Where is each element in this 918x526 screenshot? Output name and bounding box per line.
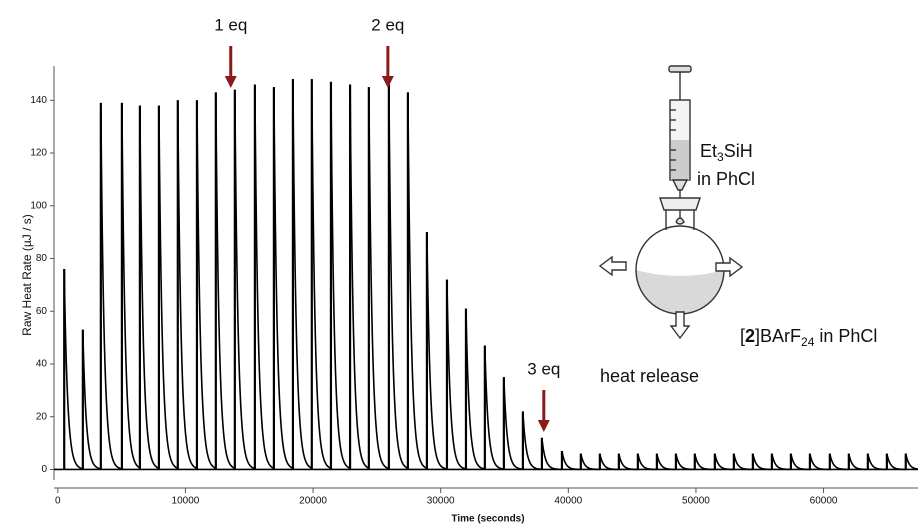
annotation-arrowhead bbox=[381, 76, 394, 88]
decay-tail bbox=[904, 453, 918, 470]
decay-tail bbox=[733, 453, 753, 471]
decay-tail bbox=[100, 102, 122, 470]
decay-tail bbox=[599, 453, 619, 471]
decay-tail bbox=[407, 92, 428, 469]
decay-tail bbox=[63, 269, 83, 470]
decay-tail bbox=[158, 105, 179, 469]
decay-tail bbox=[234, 89, 255, 470]
decay-tail bbox=[618, 453, 638, 471]
decay-tail bbox=[426, 232, 447, 470]
annotation: 3 eq bbox=[527, 359, 560, 378]
y-tick-label: 40 bbox=[36, 359, 48, 370]
y-tick-label: 20 bbox=[36, 411, 48, 422]
decay-tail bbox=[388, 84, 409, 469]
x-tick-label: 30000 bbox=[427, 496, 455, 507]
decay-tail bbox=[310, 79, 331, 469]
x-axis-label: Time (seconds) bbox=[451, 514, 524, 525]
y-tick-label: 100 bbox=[30, 200, 47, 211]
decay-tail bbox=[637, 453, 657, 471]
decay-tail bbox=[176, 100, 197, 469]
decay-tail bbox=[273, 87, 294, 469]
decay-tail bbox=[714, 453, 734, 471]
decay-tail bbox=[848, 453, 868, 471]
decay-tail bbox=[292, 79, 313, 469]
decay-tail bbox=[656, 453, 676, 471]
decay-tail bbox=[580, 453, 600, 471]
reagent-solvent: in PhCl bbox=[697, 169, 755, 189]
annotation-arrowhead bbox=[224, 76, 237, 88]
x-tick-label: 50000 bbox=[682, 496, 710, 507]
flask-bold: 2 bbox=[745, 326, 755, 346]
y-axis-label: Raw Heat Rate (µJ / s) bbox=[20, 214, 34, 336]
heat-label: heat release bbox=[600, 366, 699, 386]
flask-label: [2]BArF24 in PhCl bbox=[740, 326, 877, 349]
y-tick-label: 60 bbox=[36, 306, 48, 317]
y-tick-label: 0 bbox=[41, 464, 47, 475]
decay-tail bbox=[541, 437, 562, 471]
decay-tail bbox=[886, 453, 906, 471]
annotation-arrowhead bbox=[537, 420, 550, 432]
decay-tail bbox=[121, 102, 141, 469]
decay-tail bbox=[139, 105, 160, 469]
decay-tail bbox=[254, 84, 275, 469]
decay-tail bbox=[368, 87, 389, 470]
y-tick-label: 120 bbox=[30, 148, 47, 159]
decay-tail bbox=[809, 453, 830, 471]
x-tick-label: 20000 bbox=[299, 496, 327, 507]
reagent-rest: SiH bbox=[724, 141, 753, 161]
x-tick-label: 10000 bbox=[172, 496, 200, 507]
decay-tail bbox=[503, 377, 523, 470]
decay-tail bbox=[675, 453, 695, 471]
flask-open: [ bbox=[740, 326, 745, 346]
decay-tail bbox=[867, 453, 887, 471]
decay-tail bbox=[465, 308, 485, 470]
decay-tail bbox=[196, 100, 217, 469]
decay-tail bbox=[82, 329, 101, 470]
decay-tail bbox=[771, 453, 791, 471]
annotation: 1 eq bbox=[214, 15, 247, 34]
decay-tail bbox=[330, 81, 351, 469]
x-tick-label: 40000 bbox=[554, 496, 582, 507]
flask-mid: ]BArF bbox=[755, 326, 801, 346]
decay-tail bbox=[561, 450, 581, 471]
reagent-main: Et bbox=[700, 141, 717, 161]
decay-tail bbox=[752, 453, 772, 471]
reagent-sub: 3 bbox=[717, 150, 724, 164]
decay-tail bbox=[484, 345, 504, 470]
reagent-label: Et3SiH bbox=[700, 141, 753, 164]
flask-rest: in PhCl bbox=[814, 326, 877, 346]
x-tick-label: 60000 bbox=[810, 496, 838, 507]
decay-tail bbox=[215, 92, 236, 469]
inset-diagram bbox=[598, 65, 744, 340]
decay-tail bbox=[446, 279, 466, 470]
x-tick-label: 0 bbox=[55, 496, 61, 507]
decay-tail bbox=[829, 453, 849, 471]
decay-tail bbox=[694, 453, 715, 471]
annotation: 2 eq bbox=[371, 15, 404, 34]
flask-sub: 24 bbox=[801, 335, 815, 349]
decay-tail bbox=[349, 84, 369, 469]
y-tick-label: 140 bbox=[30, 95, 47, 106]
y-tick-label: 80 bbox=[36, 253, 48, 264]
decay-tail bbox=[790, 453, 810, 471]
